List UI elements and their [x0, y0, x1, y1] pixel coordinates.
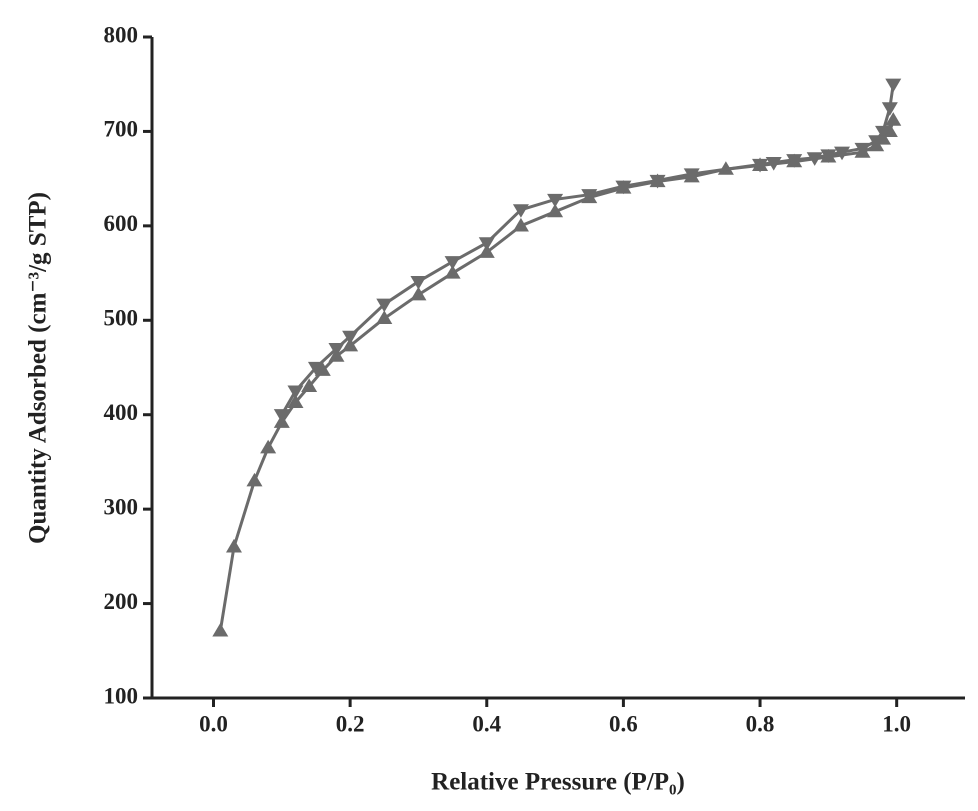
x-axis-title: Relative Pressure (P/P₀) [431, 769, 685, 796]
data-point [246, 472, 263, 487]
data-point [478, 244, 495, 258]
data-point [547, 203, 564, 218]
data-point [376, 298, 393, 313]
x-tick-label: 0.2 [336, 711, 365, 736]
data-point [786, 154, 803, 168]
data-point [342, 330, 359, 345]
x-tick-label: 0.4 [472, 711, 501, 736]
y-tick-label: 300 [104, 494, 139, 519]
data-point [868, 135, 885, 149]
series-line [280, 83, 895, 416]
data-point [410, 286, 427, 301]
data-point [212, 622, 229, 637]
data-point [376, 310, 393, 324]
data-point [885, 78, 902, 93]
data-point [301, 378, 318, 392]
data-point [512, 217, 529, 232]
y-tick-label: 700 [104, 117, 139, 142]
data-point [444, 256, 461, 270]
data-point [547, 193, 564, 208]
y-tick-label: 800 [104, 22, 139, 47]
data-point [875, 125, 892, 140]
x-tick-label: 0.6 [609, 711, 638, 736]
data-point [328, 343, 345, 357]
data-point [314, 362, 331, 376]
data-point [581, 189, 598, 203]
data-point [820, 149, 837, 164]
x-tick-label: 0.8 [746, 711, 775, 736]
y-tick-label: 500 [104, 306, 139, 331]
x-tick-label: 0.0 [199, 711, 228, 736]
data-point [615, 180, 632, 195]
data-point [410, 275, 427, 290]
data-point [834, 146, 851, 161]
data-point [225, 538, 242, 553]
y-tick-label: 400 [104, 400, 139, 425]
x-tick-label: 1.0 [882, 711, 911, 736]
data-point [512, 204, 529, 218]
data-point [444, 265, 461, 279]
data-point [478, 237, 495, 251]
data-point [752, 158, 769, 173]
data-point [287, 394, 304, 409]
data-point [854, 142, 871, 157]
y-tick-label: 100 [104, 683, 139, 708]
data-point [765, 156, 782, 171]
y-tick-label: 600 [104, 211, 139, 236]
data-point [806, 152, 823, 166]
data-point [885, 112, 902, 126]
data-point [881, 102, 898, 116]
data-point [273, 409, 290, 423]
data-point [342, 337, 359, 352]
data-point [683, 168, 700, 182]
data-point [260, 439, 277, 454]
data-point [307, 361, 324, 376]
data-point [649, 174, 666, 189]
y-tick-label: 200 [104, 589, 139, 614]
y-axis-title: Quantity Adsorbed (cm⁻³/g STP) [25, 192, 52, 544]
data-point [287, 385, 304, 400]
